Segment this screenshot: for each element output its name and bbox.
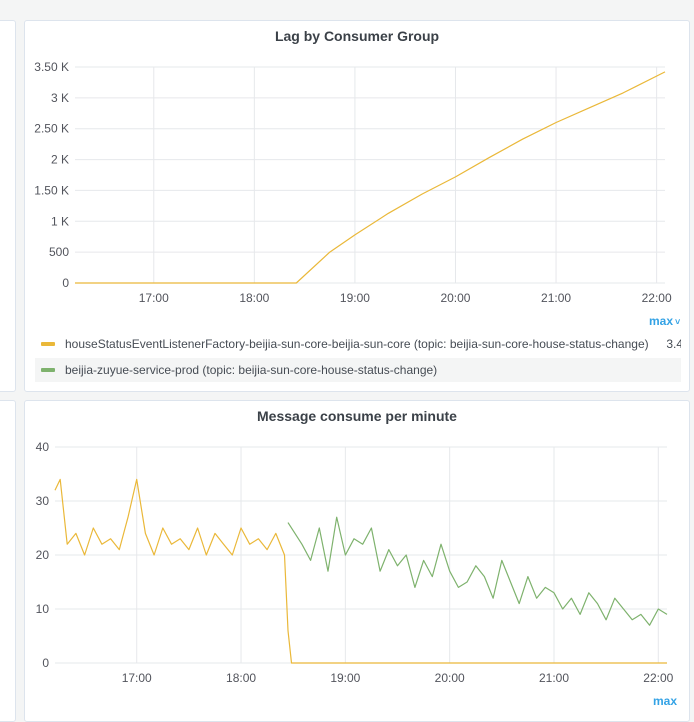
x-tick-label: 18:00 — [226, 671, 256, 685]
y-tick-label: 40 — [36, 440, 50, 454]
lag-chart: 0 500 1 K 1.50 K 2 K 2.50 K 3 K 3.50 K 17:00 18:0… — [34, 60, 672, 305]
max-label: max — [649, 314, 674, 328]
adjacent-panel-edge — [0, 400, 16, 722]
x-tick-label: 21:00 — [539, 671, 569, 685]
x-tick-label: 19:00 — [330, 671, 360, 685]
legend-sort-max-link[interactable]: max ˅ — [649, 314, 680, 328]
y-tick-label: 0 — [62, 276, 69, 290]
legend-label: beijia-zuyue-service-prod (topic: beijia… — [65, 363, 438, 377]
x-tick-label: 19:00 — [340, 291, 370, 305]
y-tick-label: 2 K — [51, 153, 69, 167]
y-tick-label: 1 K — [51, 214, 69, 228]
y-tick-label: 3 K — [51, 91, 69, 105]
series-line[interactable] — [287, 516, 668, 626]
legend-item[interactable]: houseStatusEventListenerFactory-beijia-s… — [35, 332, 681, 356]
legend-swatch — [41, 342, 55, 346]
x-tick-label: 20:00 — [440, 291, 470, 305]
legend-label: houseStatusEventListenerFactory-beijia-s… — [65, 337, 649, 351]
x-tick-label: 21:00 — [541, 291, 571, 305]
x-tick-label: 17:00 — [139, 291, 169, 305]
lag-panel: Lag by Consumer Group 0 500 1 K 1.50 K 2 K 2.… — [24, 20, 690, 392]
y-tick-label: 10 — [36, 602, 50, 616]
y-tick-label: 3.50 K — [34, 60, 69, 74]
panel-title[interactable]: Message consume per minute — [257, 408, 457, 424]
adjacent-panel-edge — [0, 20, 16, 392]
legend-swatch — [41, 368, 55, 372]
legend-sort-max-link[interactable]: max — [653, 694, 678, 708]
x-tick-label: 18:00 — [239, 291, 269, 305]
x-tick-label: 22:00 — [643, 671, 673, 685]
y-tick-label: 20 — [36, 548, 50, 562]
y-tick-label: 1.50 K — [34, 183, 69, 197]
series-line[interactable] — [75, 71, 666, 284]
consume-panel: Message consume per minute 0 10 20 30 40 17:0… — [24, 400, 690, 722]
y-tick-label: 2.50 K — [34, 122, 69, 136]
consume-chart: 0 10 20 30 40 17:00 18:00 19:00 20:00 21:00 22:00 — [36, 440, 674, 685]
legend-value: 3.4 — [666, 337, 681, 351]
y-tick-label: 500 — [49, 245, 69, 259]
x-tick-label: 22:00 — [642, 291, 672, 305]
chevron-down-icon: ˅ — [675, 317, 681, 327]
series-line[interactable] — [54, 478, 667, 664]
x-tick-label: 20:00 — [435, 671, 465, 685]
y-tick-label: 0 — [42, 656, 49, 670]
y-tick-label: 30 — [36, 494, 50, 508]
x-tick-label: 17:00 — [122, 671, 152, 685]
panel-title[interactable]: Lag by Consumer Group — [274, 28, 440, 44]
legend-item[interactable]: beijia-zuyue-service-prod (topic: beijia… — [35, 358, 681, 382]
